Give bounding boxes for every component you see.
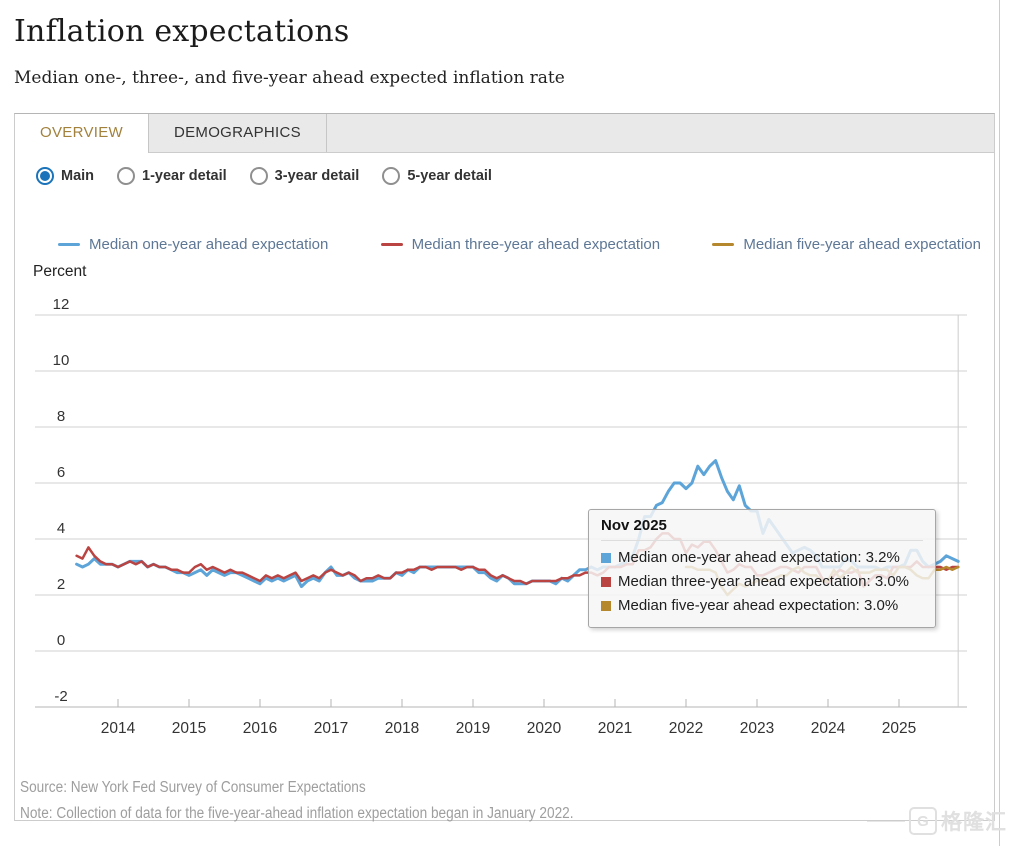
legend-label: Median three-year ahead expectation — [411, 236, 661, 253]
radio-3-year-detail[interactable]: 3-year detail — [249, 167, 360, 185]
radio-label: Main — [61, 168, 95, 184]
legend-label: Median five-year ahead expectation — [743, 236, 981, 253]
source-text: Source: New York Fed Survey of Consumer … — [20, 779, 366, 796]
chart-tooltip: Nov 2025 Median one-year ahead expectati… — [588, 509, 936, 628]
legend-label: Median one-year ahead expectation — [89, 236, 329, 253]
tooltip-series-swatch — [601, 553, 611, 563]
tab-demographics[interactable]: DEMOGRAPHICS — [149, 114, 327, 152]
page-title: Inflation expectations — [14, 14, 350, 49]
tooltip-row-text: Median five-year ahead expectation: 3.0% — [618, 597, 899, 614]
legend-item[interactable]: Median one-year ahead expectation — [58, 236, 328, 253]
tooltip-row: Median five-year ahead expectation: 3.0% — [601, 594, 923, 618]
y-axis-unit-label: Percent — [33, 263, 87, 280]
tooltip-row-text: Median one-year ahead expectation: 3.2% — [618, 549, 900, 566]
radio-selected-icon[interactable] — [36, 167, 54, 185]
radio-1-year-detail[interactable]: 1-year detail — [117, 167, 227, 185]
page-subtitle: Median one-, three-, and five-year ahead… — [14, 68, 565, 88]
radio-unselected-icon[interactable] — [117, 167, 136, 185]
chart-panel: OVERVIEW DEMOGRAPHICS — [14, 113, 995, 821]
tab-bar: OVERVIEW DEMOGRAPHICS — [15, 114, 994, 153]
tooltip-series-swatch — [601, 601, 611, 611]
chart-legend: Median one-year ahead expectation Median … — [58, 236, 981, 253]
tooltip-rows: Median one-year ahead expectation: 3.2% M… — [601, 546, 923, 618]
tooltip-row: Median three-year ahead expectation: 3.0… — [601, 570, 923, 594]
radio-label: 3-year detail — [274, 168, 360, 184]
radio-label: 5-year detail — [407, 168, 492, 184]
radio-unselected-icon[interactable] — [249, 167, 268, 185]
view-radio-group: Main 1-year detail 3-year detail 5-year det… — [36, 167, 492, 185]
radio-5-year-detail[interactable]: 5-year detail — [382, 167, 492, 185]
tooltip-row: Median one-year ahead expectation: 3.2% — [601, 546, 923, 570]
note-text: Note: Collection of data for the five-ye… — [20, 805, 574, 822]
tooltip-series-swatch — [601, 577, 611, 587]
legend-item[interactable]: Median three-year ahead expectation — [380, 236, 661, 253]
radio-main[interactable]: Main — [36, 167, 94, 185]
tab-overview[interactable]: OVERVIEW — [15, 114, 149, 153]
gelonghui-watermark: G 格隆汇 — [867, 806, 1007, 836]
legend-line-marker — [380, 243, 403, 246]
radio-label: 1-year detail — [142, 168, 227, 184]
tooltip-title: Nov 2025 — [601, 517, 923, 541]
legend-item[interactable]: Median five-year ahead expectation — [712, 236, 981, 253]
page-edge-divider — [999, 0, 1000, 846]
legend-line-marker — [712, 243, 735, 246]
radio-unselected-icon[interactable] — [382, 167, 401, 185]
watermark-text: 格隆汇 — [941, 811, 1007, 834]
legend-line-marker — [58, 243, 80, 246]
watermark-line — [867, 820, 905, 822]
watermark-logo-icon: G — [909, 807, 937, 835]
tooltip-row-text: Median three-year ahead expectation: 3.0… — [618, 573, 910, 590]
